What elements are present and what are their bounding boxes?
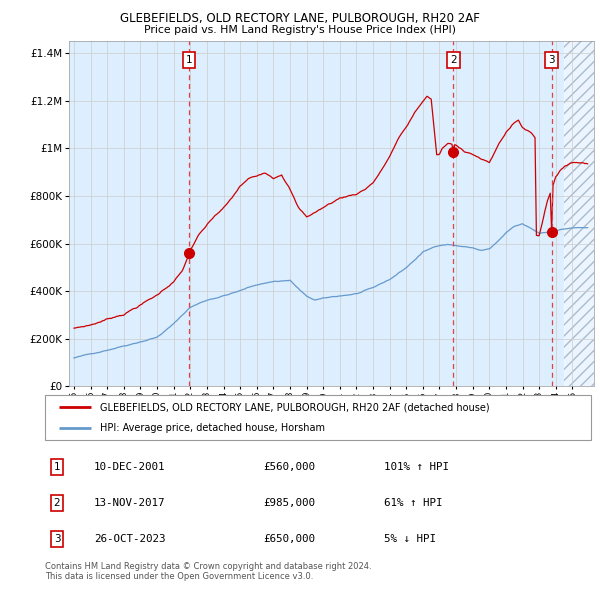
Text: 3: 3 [548,55,555,65]
Bar [564,41,598,386]
Text: 10-DEC-2001: 10-DEC-2001 [94,462,166,472]
Text: £650,000: £650,000 [263,534,316,544]
Text: 1: 1 [185,55,192,65]
Text: HPI: Average price, detached house, Horsham: HPI: Average price, detached house, Hors… [100,422,325,432]
Text: 1: 1 [53,462,61,472]
Bar [564,41,598,386]
Text: Contains HM Land Registry data © Crown copyright and database right 2024.
This d: Contains HM Land Registry data © Crown c… [45,562,371,581]
Text: GLEBEFIELDS, OLD RECTORY LANE, PULBOROUGH, RH20 2AF (detached house): GLEBEFIELDS, OLD RECTORY LANE, PULBOROUG… [100,402,489,412]
Text: 2: 2 [450,55,457,65]
Text: GLEBEFIELDS, OLD RECTORY LANE, PULBOROUGH, RH20 2AF: GLEBEFIELDS, OLD RECTORY LANE, PULBOROUG… [120,12,480,25]
Text: £560,000: £560,000 [263,462,316,472]
Text: Price paid vs. HM Land Registry's House Price Index (HPI): Price paid vs. HM Land Registry's House … [144,25,456,35]
Text: £985,000: £985,000 [263,498,316,508]
Text: 101% ↑ HPI: 101% ↑ HPI [383,462,449,472]
Text: 61% ↑ HPI: 61% ↑ HPI [383,498,442,508]
Text: 26-OCT-2023: 26-OCT-2023 [94,534,166,544]
FancyBboxPatch shape [45,395,591,440]
Text: 13-NOV-2017: 13-NOV-2017 [94,498,166,508]
Text: 2: 2 [53,498,61,508]
Text: 3: 3 [53,534,61,544]
Text: 5% ↓ HPI: 5% ↓ HPI [383,534,436,544]
